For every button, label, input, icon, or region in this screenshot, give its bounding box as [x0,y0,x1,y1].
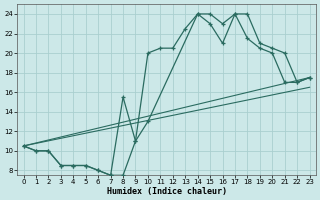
X-axis label: Humidex (Indice chaleur): Humidex (Indice chaleur) [107,187,227,196]
